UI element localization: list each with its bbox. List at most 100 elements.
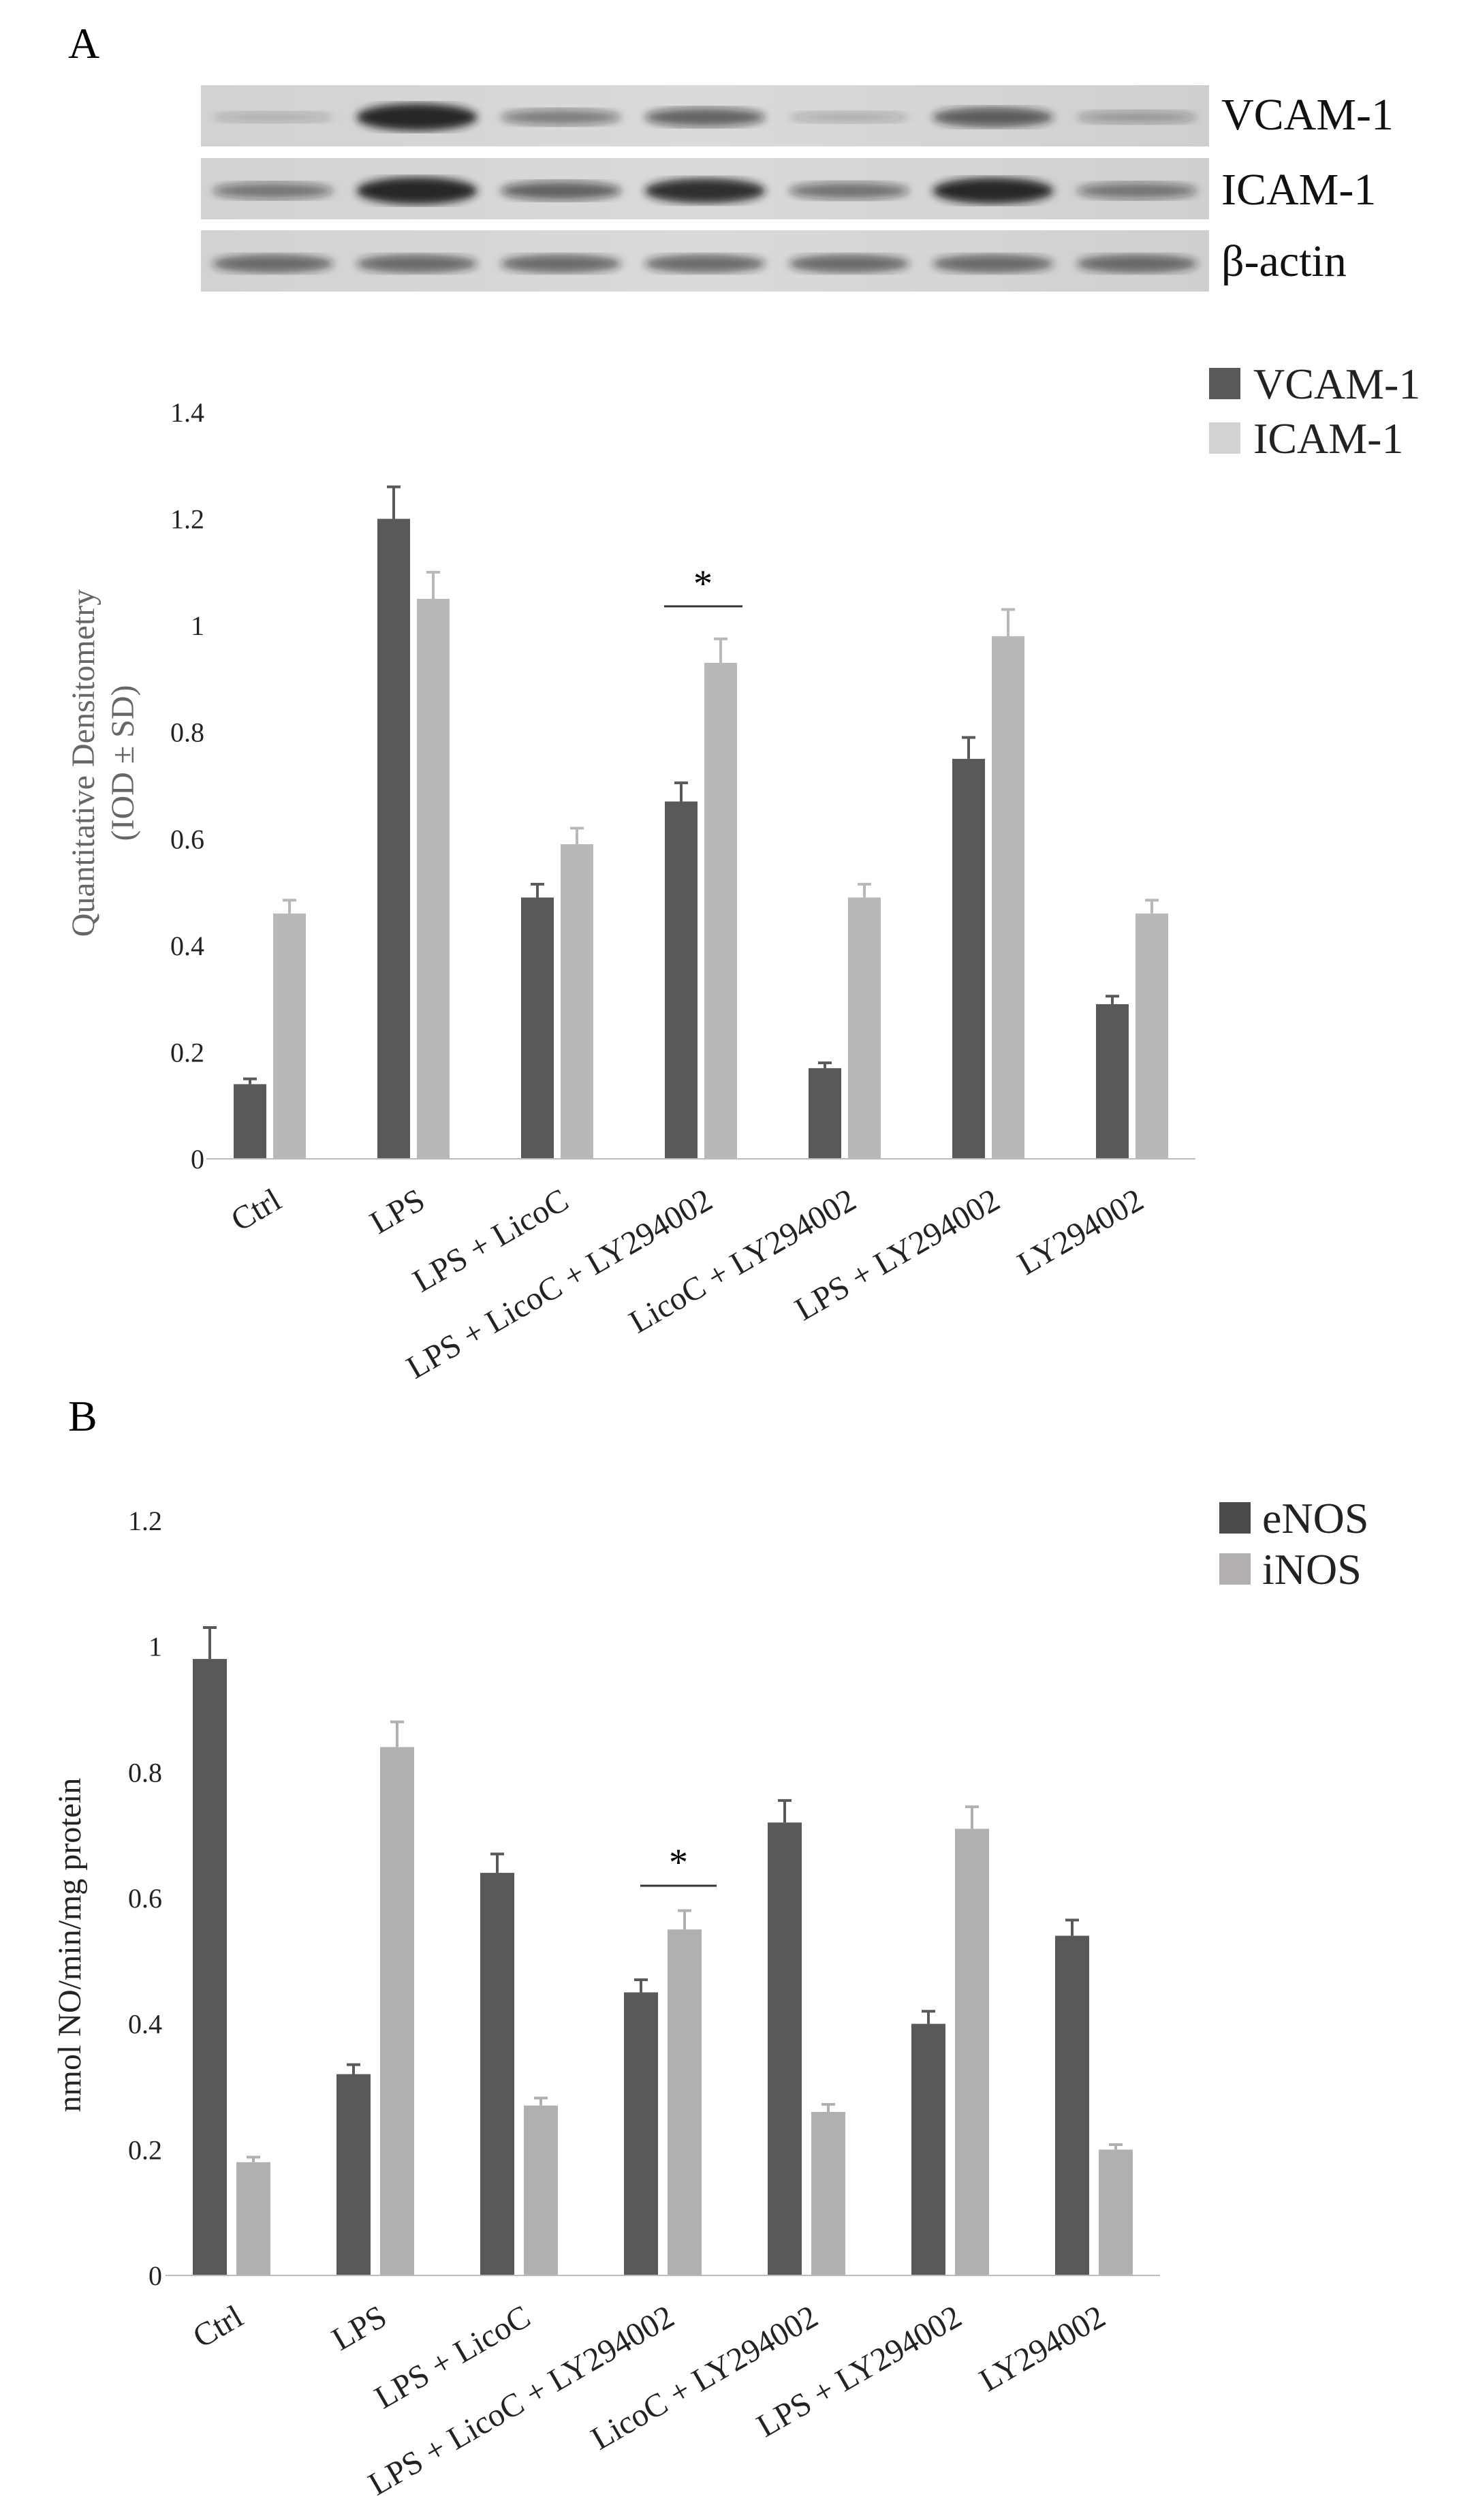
- chartB-bar-enos-6: [911, 2023, 945, 2275]
- chart-a-y-axis-title-2: (IOD ± SD): [105, 685, 141, 841]
- chart-a-legend-swatch-icam: [1209, 422, 1240, 454]
- panel-letter-a: A: [68, 19, 99, 67]
- blot-band-vcam-lane-2: [356, 104, 477, 131]
- western-blot: VCAM-1 ICAM-1 β-actin: [201, 85, 1394, 292]
- blot-bands: [212, 104, 1198, 273]
- chartA-bar-icam-1-3: [561, 844, 593, 1159]
- chartB-bar-enos-3: [480, 1873, 514, 2275]
- chartA-bar-vcam-1-1: [234, 1084, 266, 1159]
- chartA-y-tick-5: 1: [191, 610, 204, 641]
- chart-b-legend-inos: iNOS: [1262, 1545, 1362, 1593]
- chart-b-legend-enos: eNOS: [1262, 1494, 1368, 1542]
- chart-a-significance: *: [664, 563, 742, 608]
- blot-band-actin-lane-7: [1076, 254, 1198, 273]
- chartB-y-tick-1: 0.2: [128, 2134, 162, 2165]
- chartB-bar-inos-7: [1099, 2149, 1133, 2275]
- chartA-bar-vcam-1-7: [1096, 1004, 1129, 1159]
- blot-band-actin-lane-1: [212, 254, 334, 273]
- chartA-y-tick-4: 0.8: [170, 717, 204, 748]
- blot-label-icam: ICAM-1: [1221, 165, 1376, 215]
- chartA-bar-vcam-1-4: [665, 801, 698, 1159]
- chart-a-legend-vcam: VCAM-1: [1253, 360, 1420, 408]
- chartA-y-tick-1: 0.2: [170, 1037, 204, 1068]
- blot-band-icam-lane-6: [933, 177, 1054, 204]
- chartB-category-label-7: LY294002: [973, 2299, 1111, 2399]
- chartB-category-label-2: LPS: [326, 2299, 392, 2358]
- chartA-bar-icam-1-2: [417, 599, 450, 1159]
- chartA-bar-icam-1-6: [992, 636, 1024, 1159]
- blot-band-actin-lane-2: [356, 254, 477, 273]
- chart-b-y-axis-title: nmol NO/min/mg protein: [52, 1778, 88, 2113]
- chartA-bar-vcam-1-3: [521, 897, 554, 1159]
- blot-band-icam-lane-3: [500, 181, 622, 200]
- chartA-bar-icam-1-1: [273, 913, 306, 1159]
- panel-letter-b: B: [68, 1392, 97, 1440]
- chartA-bar-vcam-1-5: [809, 1068, 841, 1159]
- chartA-y-tick-7: 1.4: [170, 397, 204, 428]
- chartB-bar-inos-1: [236, 2162, 270, 2275]
- chartA-bar-vcam-1-6: [952, 758, 985, 1159]
- blot-band-icam-lane-2: [356, 177, 477, 204]
- blot-band-vcam-lane-5: [788, 112, 910, 123]
- chart-b-y-ticks: 0 0.2 0.4 0.6 0.8 1 1.2: [128, 1506, 162, 2291]
- chartB-bar-enos-1: [193, 1659, 227, 2275]
- chartB-y-tick-0: 0: [148, 2260, 162, 2291]
- blot-band-actin-lane-5: [788, 254, 910, 273]
- chartB-bar-inos-6: [955, 1829, 989, 2275]
- blot-label-actin: β-actin: [1221, 236, 1347, 286]
- chartA-category-label-1: Ctrl: [225, 1182, 287, 1239]
- blot-band-vcam-lane-7: [1076, 110, 1198, 124]
- chartB-bar-inos-2: [380, 1747, 414, 2275]
- blot-band-actin-lane-3: [500, 254, 622, 273]
- chartA-bar-icam-1-4: [704, 662, 737, 1159]
- chartB-y-tick-5: 1: [148, 1632, 162, 1662]
- blot-band-vcam-lane-4: [644, 108, 766, 127]
- chartB-bar-enos-5: [768, 1822, 802, 2275]
- blot-band-actin-lane-6: [933, 254, 1054, 273]
- chart-a-y-axis-title: Quantitative Densitometry: [65, 589, 101, 937]
- chartB-y-tick-3: 0.6: [128, 1883, 162, 1914]
- chartB-bar-inos-5: [811, 2111, 845, 2275]
- chartB-bar-enos-4: [624, 1992, 658, 2275]
- chartB-bar-enos-2: [336, 2074, 371, 2275]
- chartA-category-label-7: LY294002: [1012, 1182, 1149, 1282]
- chartB-y-tick-2: 0.4: [128, 2009, 162, 2040]
- chart-a-legend: VCAM-1 ICAM-1: [1209, 360, 1420, 463]
- chart-b-significance-star: *: [669, 1841, 688, 1884]
- chartA-y-tick-2: 0.4: [170, 931, 204, 961]
- chartA-category-label-2: LPS: [364, 1182, 430, 1241]
- chartB-bar-enos-7: [1055, 1935, 1089, 2275]
- blot-band-vcam-lane-6: [933, 107, 1054, 127]
- blot-band-vcam-lane-1: [212, 112, 334, 123]
- chartA-bar-vcam-1-2: [377, 518, 410, 1159]
- chart-a-significance-star: *: [693, 563, 712, 605]
- chartA-bar-icam-1-5: [848, 897, 881, 1159]
- chartB-category-label-1: Ctrl: [187, 2299, 249, 2355]
- blot-band-icam-lane-4: [644, 178, 766, 204]
- chartA-bar-icam-1-7: [1136, 913, 1168, 1159]
- blot-label-vcam: VCAM-1: [1221, 90, 1394, 140]
- chartB-y-tick-6: 1.2: [128, 1506, 162, 1536]
- blot-band-icam-lane-1: [212, 182, 334, 200]
- chartB-bar-inos-4: [668, 1929, 702, 2275]
- chart-a-legend-swatch-vcam: [1209, 368, 1240, 399]
- blot-band-actin-lane-4: [644, 254, 766, 273]
- chartB-y-tick-4: 0.8: [128, 1757, 162, 1788]
- chart-a-bars: [206, 485, 1195, 1160]
- chart-a-y-ticks: 0 0.2 0.4 0.6 0.8 1 1.2 1.4: [170, 397, 204, 1175]
- chart-b-legend-swatch-inos: [1219, 1553, 1251, 1585]
- chart-b-legend-swatch-enos: [1219, 1502, 1251, 1534]
- chart-b-significance: *: [640, 1841, 717, 1887]
- chartA-y-tick-3: 0.6: [170, 824, 204, 854]
- chartA-y-tick-6: 1.2: [170, 504, 204, 535]
- chart-b-legend: eNOS iNOS: [1219, 1494, 1368, 1593]
- chartB-bar-inos-3: [524, 2105, 558, 2275]
- blot-band-icam-lane-5: [788, 182, 910, 200]
- blot-band-vcam-lane-3: [500, 109, 622, 125]
- chart-b-bars: [166, 1625, 1160, 2276]
